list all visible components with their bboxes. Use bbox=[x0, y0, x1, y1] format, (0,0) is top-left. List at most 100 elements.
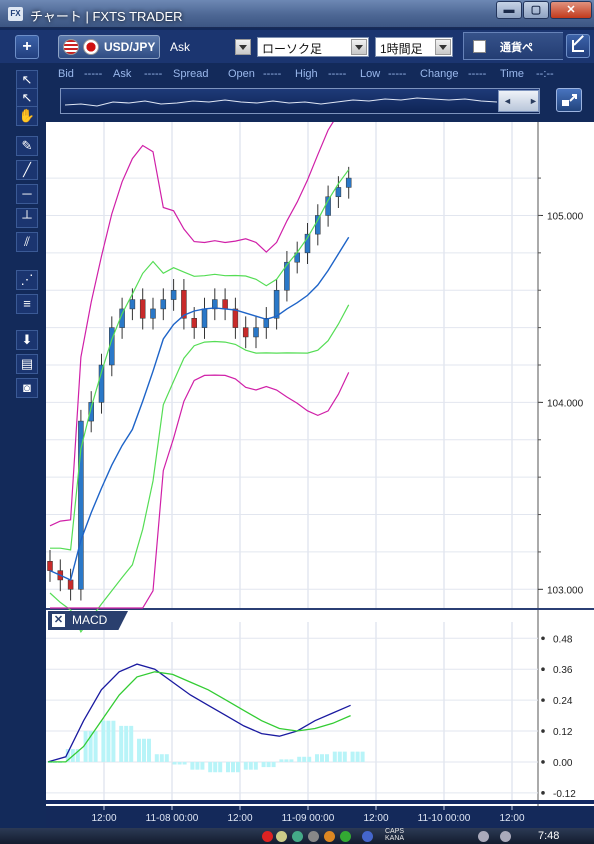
speaker-tray-icon[interactable] bbox=[478, 831, 489, 842]
scroll-left-icon[interactable]: ◄ bbox=[503, 96, 512, 106]
caps-indicator: CAPS KANA bbox=[385, 828, 405, 842]
close-button[interactable]: ✕ bbox=[550, 1, 592, 19]
chevron-down-icon bbox=[351, 39, 367, 55]
candle-up bbox=[335, 187, 342, 198]
price-chart[interactable]: 105.000 104.000 103.000 0.48 0.36 0.24 0.12 0.0… bbox=[46, 122, 594, 822]
time-tick-label: 12:00 bbox=[363, 813, 388, 824]
macd-tick-dot bbox=[541, 729, 545, 733]
bollinger-upper-2-line bbox=[49, 122, 334, 527]
candle-down bbox=[232, 308, 239, 328]
candle-up bbox=[129, 299, 136, 310]
bollinger-upper-1-line bbox=[50, 169, 350, 551]
close-indicator-icon[interactable]: ✕ bbox=[52, 614, 65, 627]
candle-up bbox=[78, 420, 84, 590]
macd-histogram-bar bbox=[83, 731, 88, 762]
minimize-button[interactable]: ▬ bbox=[496, 1, 522, 19]
low-label: Low bbox=[360, 68, 381, 80]
overview-scroll-thumb[interactable]: ◄ ► bbox=[498, 90, 539, 112]
list-icon[interactable]: ▤ bbox=[16, 354, 38, 374]
macd-tick-label: 0.12 bbox=[553, 727, 573, 738]
ime-tray-icon[interactable] bbox=[308, 831, 319, 842]
chart-canvas: 105.000 104.000 103.000 0.48 0.36 0.24 0.12 0.0… bbox=[46, 122, 594, 822]
ask-label: Ask bbox=[113, 68, 132, 80]
price-tick-label: 104.000 bbox=[547, 398, 584, 409]
candle-up bbox=[88, 402, 94, 422]
undock-button[interactable] bbox=[566, 34, 590, 58]
volume-icon[interactable] bbox=[500, 831, 511, 842]
panel-divider bbox=[46, 608, 594, 610]
macd-histogram-bar bbox=[106, 720, 111, 762]
auto-scroll-button[interactable] bbox=[556, 88, 582, 112]
macd-histogram-bar bbox=[159, 754, 164, 762]
macd-histogram-bar bbox=[226, 761, 230, 773]
price-tick-label: 105.000 bbox=[547, 211, 584, 222]
channel-line-icon[interactable]: ⫽ bbox=[16, 232, 38, 252]
macd-histogram-bar bbox=[213, 761, 218, 773]
price-tick-label: 103.000 bbox=[547, 585, 584, 596]
network-tray-icon[interactable] bbox=[276, 831, 287, 842]
macd-histogram-bar bbox=[154, 754, 159, 762]
scroll-right-icon[interactable]: ► bbox=[529, 96, 538, 106]
macd-histogram-bar bbox=[350, 751, 355, 762]
multi-select-icon[interactable]: ↖ bbox=[16, 88, 38, 108]
download-arrow-icon[interactable]: ⬇ bbox=[16, 330, 38, 350]
macd-histogram-bar bbox=[195, 761, 200, 770]
clock: 7:48 bbox=[538, 830, 560, 842]
high-value: ----- bbox=[328, 68, 347, 80]
interval-value: 1時間足 bbox=[380, 42, 423, 56]
price-side-select[interactable]: Ask bbox=[165, 37, 253, 57]
fan-line-icon[interactable]: ⋰ bbox=[16, 270, 38, 290]
chart-type-select[interactable]: ローソク足 bbox=[257, 37, 369, 57]
macd-histogram-bar bbox=[177, 761, 182, 765]
candle-down bbox=[139, 299, 146, 319]
macd-histogram-bar bbox=[355, 751, 360, 762]
candle-up bbox=[212, 299, 218, 310]
macd-histogram-bar bbox=[279, 759, 284, 762]
currency-pair-button[interactable]: USD/JPY bbox=[58, 35, 160, 59]
overview-navigator[interactable]: ◄ ► bbox=[60, 88, 540, 114]
open-value: ----- bbox=[263, 68, 282, 80]
check-tray-icon[interactable] bbox=[340, 831, 351, 842]
macd-histogram-bar bbox=[111, 720, 116, 762]
macd-histogram-bar bbox=[137, 738, 141, 762]
macd-histogram-bar bbox=[164, 754, 169, 762]
candle-up bbox=[345, 177, 352, 188]
macd-tick-label: 0.36 bbox=[553, 665, 573, 676]
vertical-line-icon[interactable]: ┴ bbox=[16, 208, 38, 228]
candle-down bbox=[47, 561, 53, 571]
macd-panel-tab: ✕ MACD bbox=[48, 611, 128, 630]
fibonacci-icon[interactable]: ≡ bbox=[16, 294, 38, 314]
macd-tick-label: 0.24 bbox=[553, 696, 573, 707]
horizontal-line-icon[interactable]: ─ bbox=[16, 184, 38, 204]
trend-line-icon[interactable]: ╱ bbox=[16, 160, 38, 180]
currency-tab-checkbox[interactable] bbox=[473, 40, 486, 53]
currency-pair-tab[interactable]: 通貨ペ bbox=[463, 32, 563, 60]
macd-histogram-bar bbox=[297, 756, 302, 762]
app-tray-icon[interactable] bbox=[324, 831, 335, 842]
add-chart-button[interactable]: + bbox=[15, 35, 39, 59]
candle-down bbox=[191, 318, 197, 328]
candle-up bbox=[170, 289, 177, 300]
select-cursor-icon[interactable]: ↖ bbox=[16, 70, 38, 90]
macd-histogram-bar bbox=[289, 759, 294, 762]
eraser-icon[interactable]: ✎ bbox=[16, 136, 38, 156]
interval-select[interactable]: 1時間足 bbox=[375, 37, 453, 57]
candle-up bbox=[273, 289, 280, 319]
quote-bar: Bid ----- Ask ----- Spread Open ----- Hi… bbox=[46, 65, 594, 85]
security-tray-icon[interactable] bbox=[292, 831, 303, 842]
bollinger-lower-1-line bbox=[49, 304, 350, 633]
arrow-down-left-icon bbox=[572, 40, 584, 52]
candle-up bbox=[119, 308, 125, 328]
chart-type-value: ローソク足 bbox=[262, 42, 323, 56]
window-title: チャート | FXTS TRADER bbox=[30, 9, 183, 24]
macd-histogram-bar bbox=[129, 725, 134, 762]
time-value: --:-- bbox=[536, 68, 554, 80]
macd-tick-dot bbox=[541, 636, 545, 641]
stop-tray-icon[interactable] bbox=[262, 831, 273, 842]
time-tick-label: 12:00 bbox=[227, 813, 252, 824]
help-tray-icon[interactable] bbox=[362, 831, 373, 842]
hand-pan-icon[interactable]: ✋ bbox=[16, 106, 38, 126]
camera-icon[interactable]: ◙ bbox=[16, 378, 38, 398]
currency-pair-label: USD/JPY bbox=[104, 40, 156, 54]
maximize-button[interactable]: ▢ bbox=[523, 1, 549, 19]
